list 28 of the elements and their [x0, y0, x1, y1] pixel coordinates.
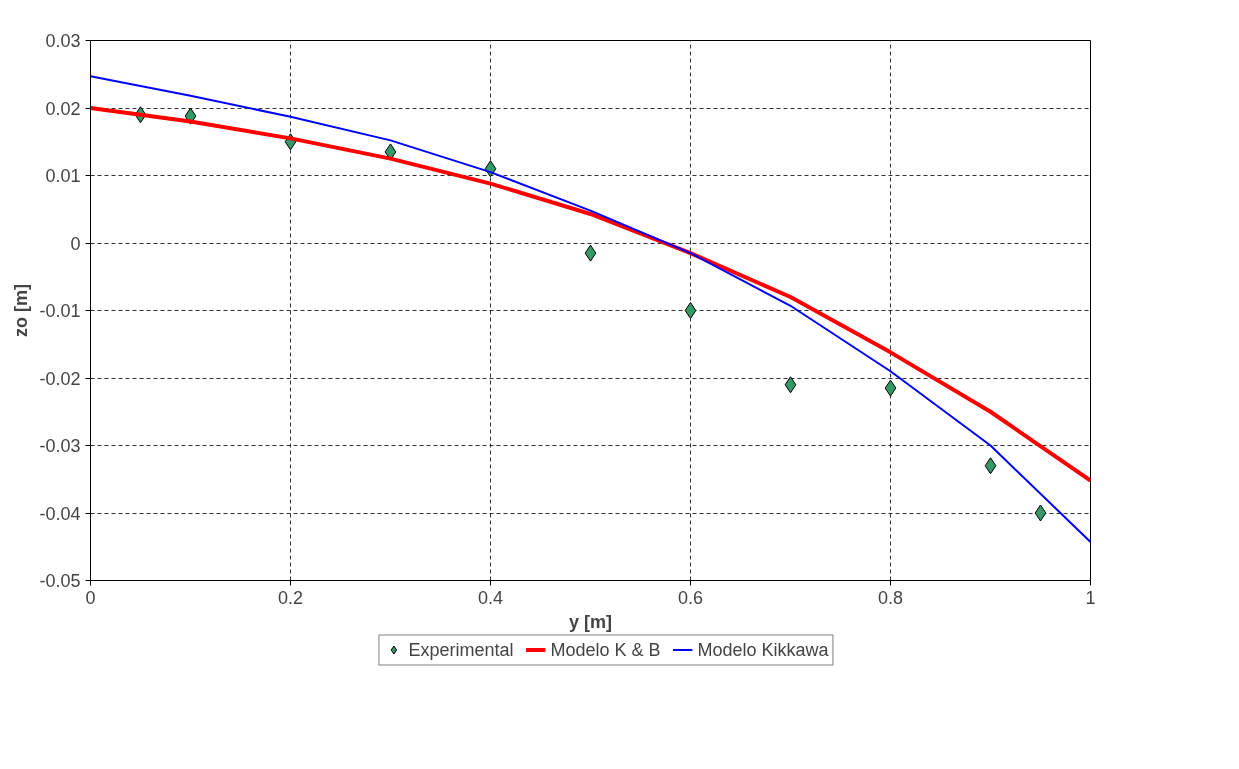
y-tick-label: -0.03 — [39, 436, 81, 456]
x-tick-label: 0.4 — [477, 587, 504, 608]
x-axis-title: y [m] — [569, 611, 613, 632]
x-tick-label: 0.8 — [877, 587, 904, 608]
point — [584, 244, 597, 262]
x-tick-label: 0.6 — [677, 587, 704, 608]
y-tick-label: -0.05 — [39, 571, 81, 591]
legend-label: Modelo K & B — [550, 639, 661, 660]
legend-label: Experimental — [408, 639, 514, 660]
point — [884, 379, 897, 397]
x-tick-label: 1 — [1085, 587, 1096, 608]
y-axis-title: zo [m] — [11, 283, 32, 337]
x-tick-label: 0.2 — [277, 587, 304, 608]
line-series — [90, 75, 1091, 544]
y-tick-label: 0.01 — [45, 166, 81, 186]
y-tick-label: -0.02 — [39, 368, 81, 389]
legend-label: Modelo Kikkawa — [697, 639, 829, 660]
point — [984, 457, 997, 475]
line-series — [90, 106, 1091, 483]
y-tick-label: 0.02 — [45, 98, 81, 119]
point — [684, 302, 697, 319]
y-tick-label: 0 — [70, 233, 81, 254]
point — [1034, 504, 1047, 522]
point — [784, 376, 797, 394]
y-tick-label: -0.04 — [39, 503, 81, 524]
y-tick-label: -0.01 — [39, 301, 81, 321]
y-tick-label: 0.03 — [45, 31, 81, 51]
x-tick-label: 0 — [85, 587, 96, 608]
